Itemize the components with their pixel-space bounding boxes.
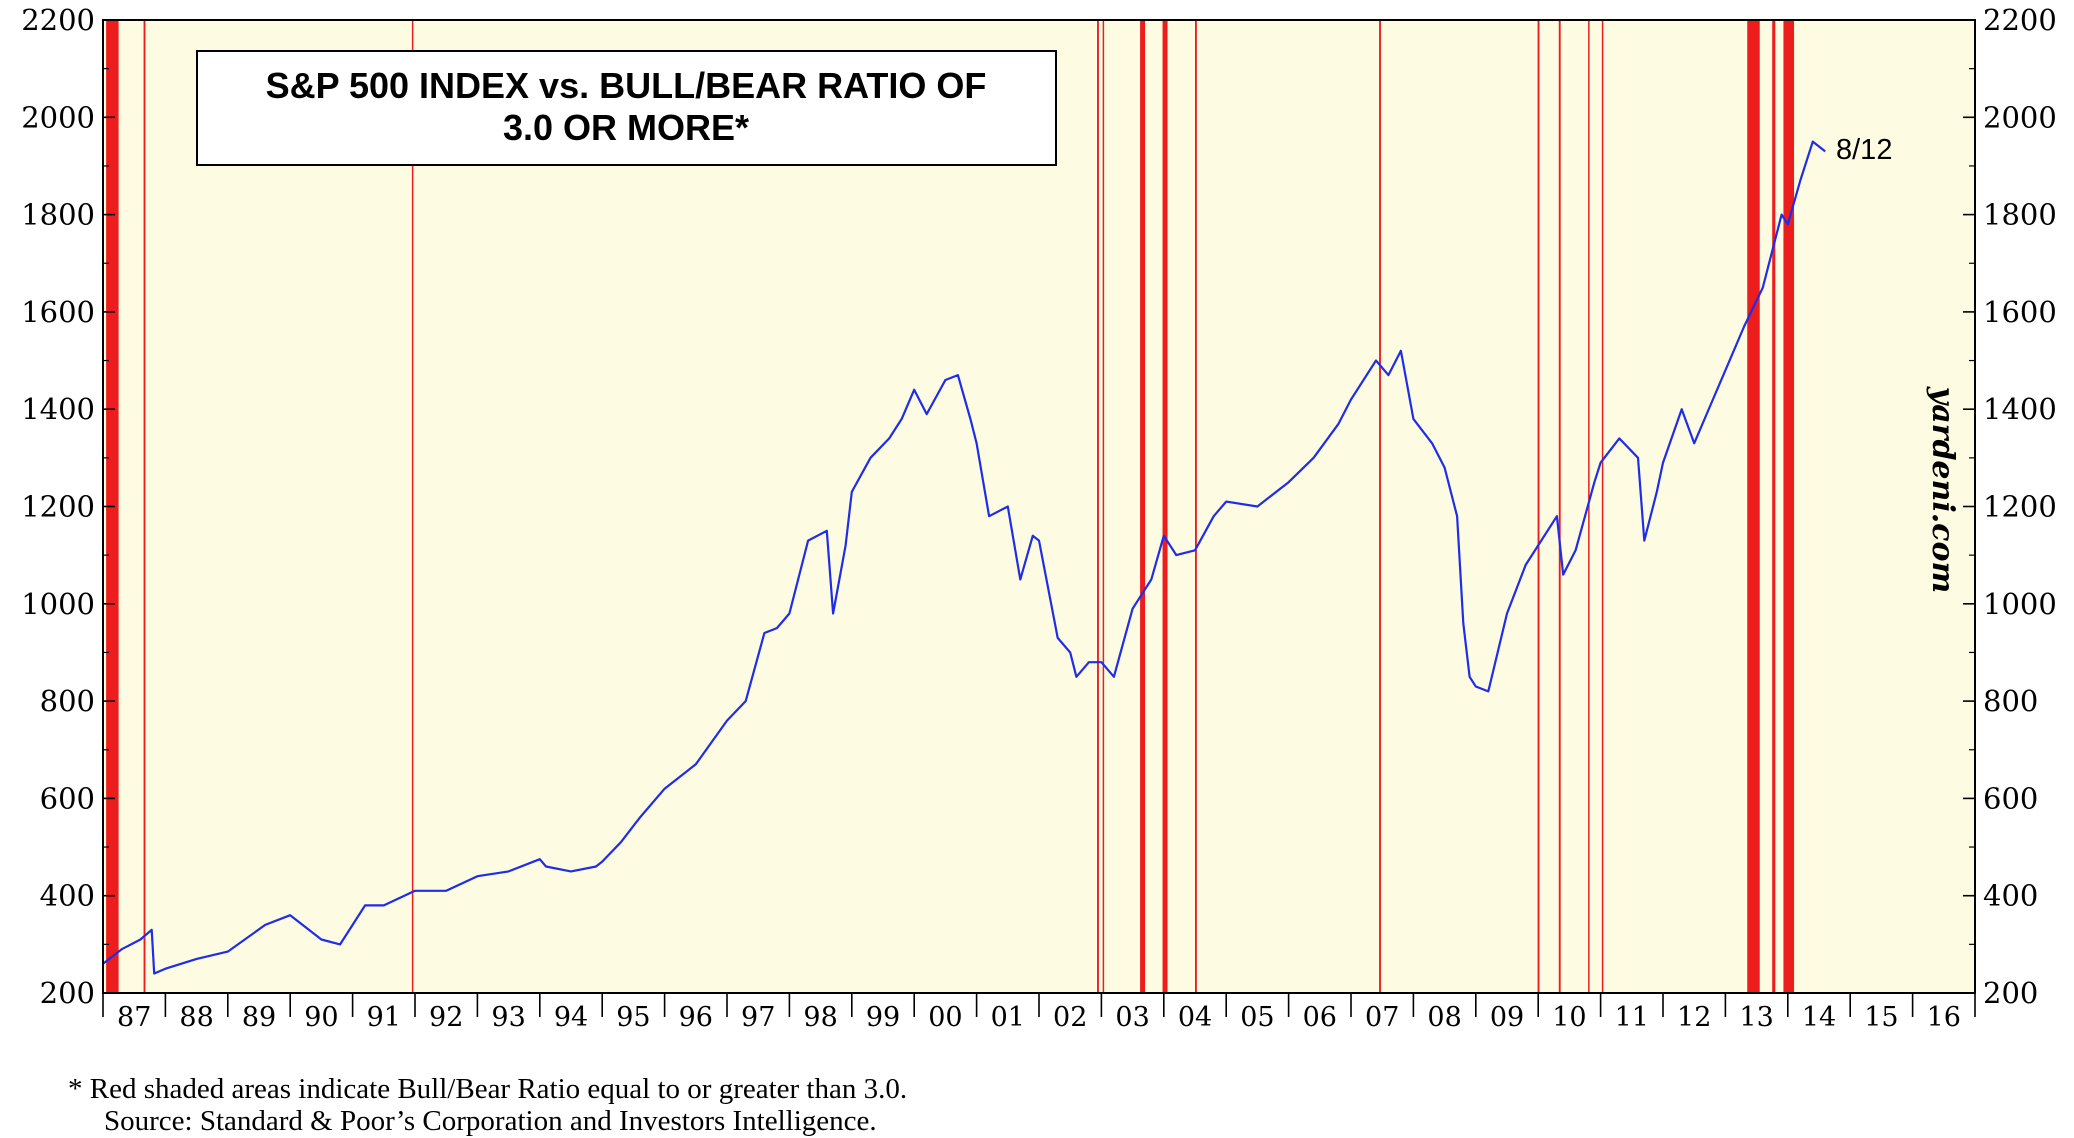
bull-bear-shade xyxy=(143,20,146,993)
series-layer xyxy=(102,140,1826,975)
y-tick-label-left: 2000 xyxy=(21,100,95,134)
bull-bear-shade xyxy=(1772,20,1776,993)
x-tick-label: 88 xyxy=(179,1002,213,1033)
title-box-frame xyxy=(196,50,1057,166)
x-tick-label: 04 xyxy=(1178,1002,1212,1033)
x-tick-label: 03 xyxy=(1115,1002,1149,1033)
bull-bear-shade xyxy=(1558,20,1561,993)
bull-bear-shade xyxy=(1588,20,1590,993)
x-tick-label: 08 xyxy=(1427,1002,1461,1033)
x-tick-label: 87 xyxy=(117,1002,151,1033)
y-tick-label-left: 1200 xyxy=(21,490,95,524)
y-tick-label-right: 1800 xyxy=(1983,198,2057,232)
y-tick-label-right: 1200 xyxy=(1983,490,2057,524)
x-tick-label: 96 xyxy=(679,1002,713,1033)
y-tick-label-left: 1400 xyxy=(21,392,95,426)
y-tick-label-right: 200 xyxy=(1983,976,2038,1010)
x-tick-label: 07 xyxy=(1365,1002,1399,1033)
bull-bear-shade xyxy=(1379,20,1381,993)
y-tick-label-left: 1600 xyxy=(21,295,95,329)
latest-date-annotation: 8/12 xyxy=(1836,134,1892,166)
x-tick-label: 13 xyxy=(1739,1002,1773,1033)
x-tick-label: 90 xyxy=(304,1002,338,1033)
y-tick-label-left: 2200 xyxy=(21,3,95,37)
bull-bear-shade xyxy=(1097,20,1099,993)
x-tick-label: 14 xyxy=(1802,1002,1836,1033)
y-tick-label-right: 1600 xyxy=(1983,295,2057,329)
x-tick-label: 91 xyxy=(367,1002,401,1033)
chart-title-line1: S&P 500 INDEX vs. BULL/BEAR RATIO OF xyxy=(266,65,987,106)
bull-bear-shade xyxy=(1601,20,1604,993)
x-tick-label: 11 xyxy=(1615,1002,1649,1033)
x-tick-label: 95 xyxy=(616,1002,650,1033)
x-tick-label: 16 xyxy=(1927,1002,1961,1033)
bull-bear-shade xyxy=(1537,20,1540,993)
bull-bear-shade xyxy=(1783,20,1795,993)
credit-label: yardeni.com xyxy=(1925,386,1960,593)
x-tick-label: 06 xyxy=(1303,1002,1337,1033)
y-tick-label-right: 400 xyxy=(1983,879,2038,913)
x-tick-label: 12 xyxy=(1677,1002,1711,1033)
x-tick-label: 09 xyxy=(1490,1002,1524,1033)
bull-bear-shade xyxy=(411,20,414,993)
footnote-line1: * Red shaded areas indicate Bull/Bear Ra… xyxy=(68,1073,908,1105)
x-tick-label: 89 xyxy=(242,1002,276,1033)
y-tick-label-right: 600 xyxy=(1983,781,2038,815)
x-tick-label: 93 xyxy=(491,1002,525,1033)
x-tick-label: 92 xyxy=(429,1002,463,1033)
x-tick-label: 02 xyxy=(1053,1002,1087,1033)
bull-bear-shade xyxy=(1747,20,1760,993)
y-tick-label-left: 1000 xyxy=(21,587,95,621)
x-tick-label: 00 xyxy=(928,1002,962,1033)
x-tick-label: 10 xyxy=(1552,1002,1586,1033)
x-tick-label: 15 xyxy=(1864,1002,1898,1033)
y-tick-label-right: 2000 xyxy=(1983,100,2057,134)
x-tick-label: 98 xyxy=(803,1002,837,1033)
y-tick-label-right: 1400 xyxy=(1983,392,2057,426)
y-tick-label-left: 800 xyxy=(40,684,95,718)
bull-bear-shade xyxy=(1162,20,1168,993)
y-tick-label-left: 200 xyxy=(40,976,95,1010)
bull-bear-shade xyxy=(1140,20,1146,993)
title-box: S&P 500 INDEX vs. BULL/BEAR RATIO OF 3.0… xyxy=(196,50,1057,166)
series-line-sp500 xyxy=(102,140,1826,975)
y-tick-label-left: 400 xyxy=(40,879,95,913)
y-tick-label-left: 600 xyxy=(40,781,95,815)
bull-bear-shade xyxy=(1102,20,1105,993)
bull-bear-shade xyxy=(1195,20,1197,993)
x-tick-label: 99 xyxy=(866,1002,900,1033)
y-tick-label-left: 1800 xyxy=(21,198,95,232)
y-tick-label-right: 1000 xyxy=(1983,587,2057,621)
chart-title-line2: 3.0 OR MORE* xyxy=(503,107,749,148)
x-tick-label: 05 xyxy=(1240,1002,1274,1033)
footnote-line2: Source: Standard & Poor’s Corporation an… xyxy=(104,1105,877,1137)
x-tick-label: 97 xyxy=(741,1002,775,1033)
x-tick-label: 94 xyxy=(554,1002,588,1033)
y-tick-label-right: 800 xyxy=(1983,684,2038,718)
x-tick-label: 01 xyxy=(991,1002,1025,1033)
plot-background xyxy=(103,20,1975,993)
y-tick-label-right: 2200 xyxy=(1983,3,2057,37)
